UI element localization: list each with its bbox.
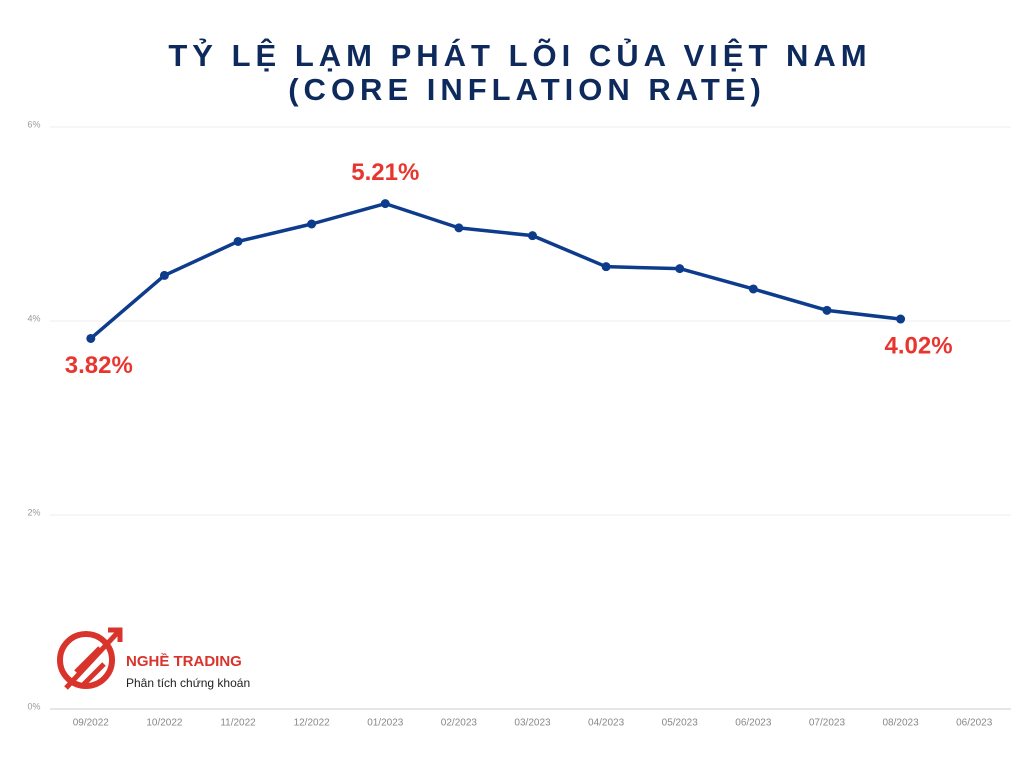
logo-tagline: Phân tích chứng khoán	[126, 676, 250, 690]
data-point	[454, 223, 464, 233]
x-tick-label: 10/2022	[146, 718, 183, 729]
data-point	[748, 284, 758, 294]
chart-title: (CORE INFLATION RATE)	[288, 72, 766, 107]
data-point	[159, 270, 169, 280]
data-label: 5.21%	[351, 159, 419, 186]
x-tick-label: 03/2023	[514, 718, 551, 729]
y-tick-label: 2%	[27, 507, 40, 517]
x-tick-label: 12/2022	[294, 718, 331, 729]
x-tick-label: 11/2022	[220, 718, 256, 729]
y-tick-label: 0%	[27, 701, 40, 711]
x-tick-label: 01/2023	[367, 718, 404, 729]
y-tick-label: 4%	[27, 313, 40, 323]
data-point	[307, 219, 317, 229]
data-line	[89, 201, 901, 340]
data-point	[675, 264, 685, 274]
data-point	[601, 262, 611, 272]
data-point	[233, 236, 243, 246]
chart-title: TỶ LỆ LẠM PHÁT LÕI CỦA VIỆT NAM	[168, 37, 871, 73]
data-label: 3.82%	[65, 352, 133, 379]
x-tick-label: 04/2023	[588, 718, 625, 729]
x-tick-label: 08/2023	[882, 718, 919, 729]
data-point	[86, 333, 96, 343]
x-tick-label: 02/2023	[441, 718, 478, 729]
data-point	[380, 199, 390, 209]
data-point	[528, 231, 537, 241]
logo-arrow	[64, 627, 123, 690]
x-tick-label: 06/2023	[956, 718, 993, 729]
x-tick-label: 05/2023	[662, 718, 699, 729]
data-point	[896, 314, 906, 324]
x-tick-label: 07/2023	[809, 718, 846, 729]
logo-ring	[57, 631, 115, 689]
data-point	[822, 305, 832, 315]
x-tick-label: 09/2022	[73, 718, 110, 729]
data-label: 4.02%	[885, 332, 953, 359]
logo-name: NGHỀ TRADING	[126, 653, 242, 670]
logo: NGHỀ TRADING Phân tích chứng khoán	[57, 627, 250, 690]
x-tick-label: 06/2023	[735, 718, 772, 729]
y-tick-label: 6%	[27, 119, 40, 129]
